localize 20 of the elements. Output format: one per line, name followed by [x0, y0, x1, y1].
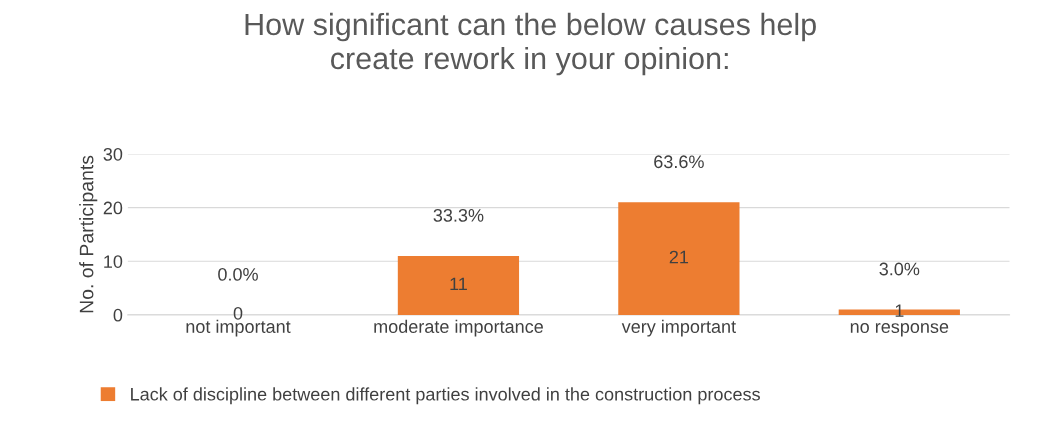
y-tick-label: 20 — [103, 201, 123, 215]
data-label: 11 — [450, 277, 467, 291]
x-tick-label: not important — [186, 319, 291, 337]
y-tick-label: 10 — [104, 255, 123, 268]
bar — [397, 255, 520, 315]
annotation: 63.6% — [654, 155, 704, 169]
data-label: 21 — [669, 250, 689, 264]
x-tick-label: no response — [850, 323, 949, 337]
data-label: 0 — [233, 306, 243, 320]
chart-title: How significant can the below causes help create rework in your opinion: — [245, 12, 816, 76]
legend-label: Lack of discipline between different parties involved in the construction process — [131, 387, 760, 405]
annotation: 3.0% — [879, 262, 920, 276]
y-axis-title: No. of Participants — [79, 155, 98, 313]
y-tick-label: 0 — [113, 308, 123, 322]
x-tick-label: very important — [621, 319, 736, 337]
x-tick-label: moderate importance — [374, 319, 543, 337]
y-tick-label: 30 — [103, 147, 123, 161]
annotation: 33.3% — [433, 208, 484, 222]
bar — [618, 202, 740, 315]
annotation: 0.0% — [218, 267, 258, 281]
